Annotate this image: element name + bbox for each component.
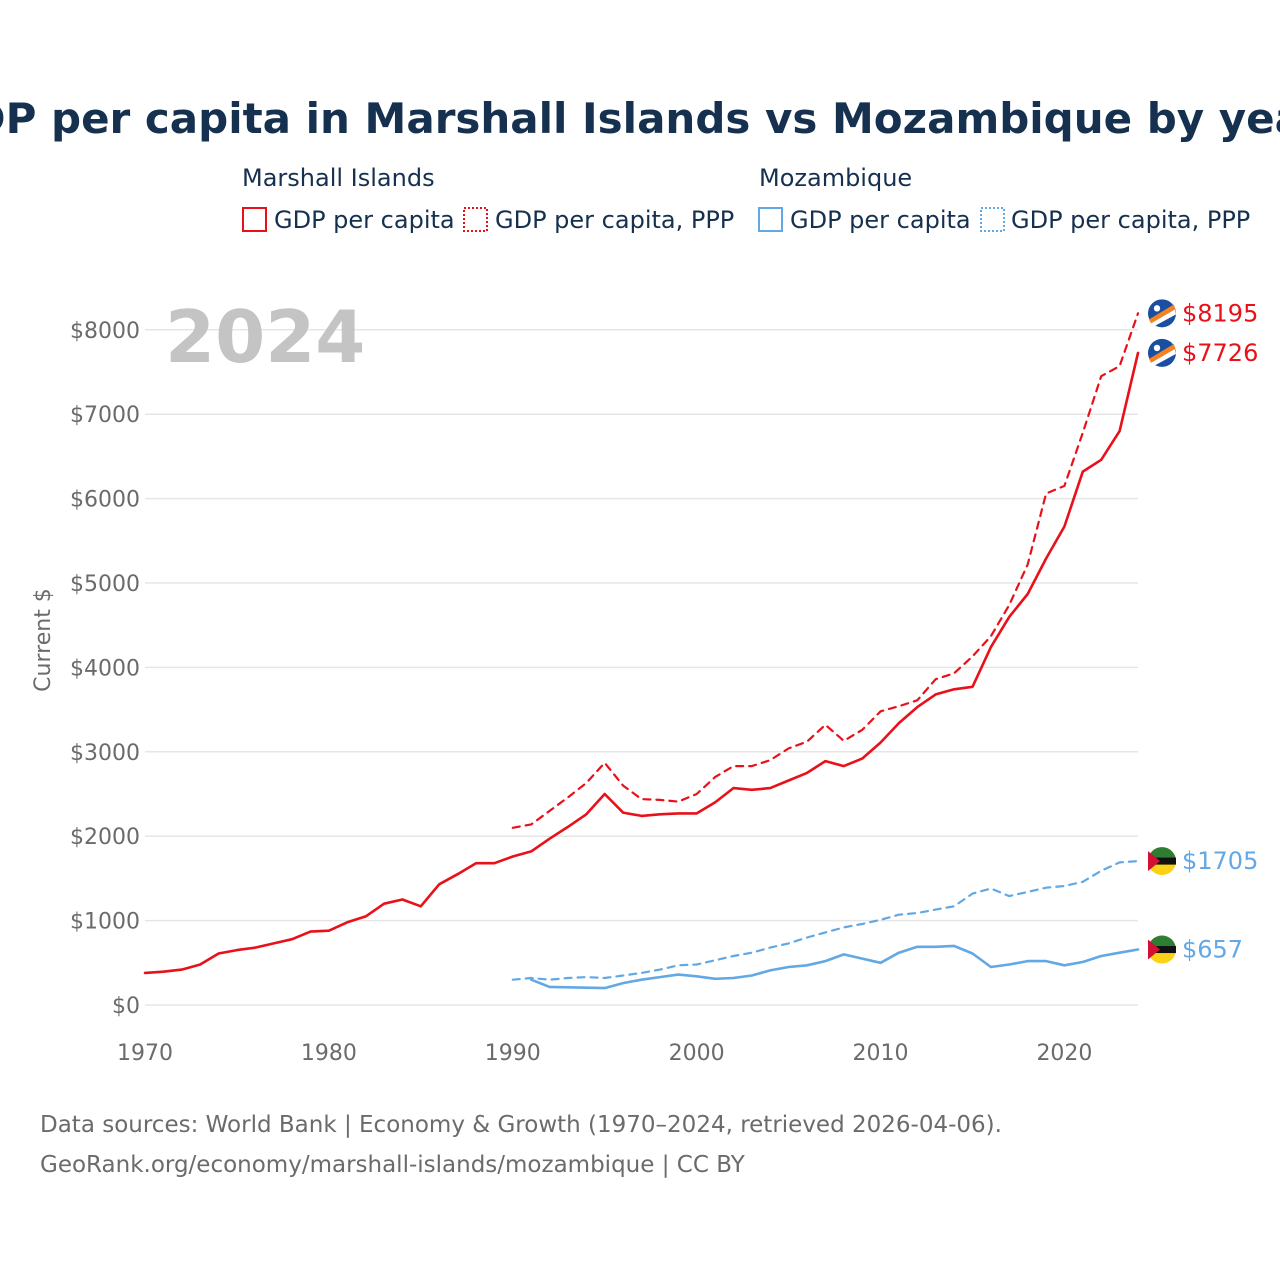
x-tick-label: 2020 xyxy=(1036,1041,1092,1066)
legend-swatch-mozambique-gdp xyxy=(758,207,783,232)
flag-band-black xyxy=(1148,946,1176,954)
y-tick-label: $5000 xyxy=(70,572,140,597)
legend-swatch-mozambique-ppp xyxy=(980,207,1005,232)
y-axis-ticks: $0 $1000 $2000 $3000 $4000 $5000 $6000 $7000 $80… xyxy=(70,319,140,1019)
legend-label-marshall-gdp: GDP per capita xyxy=(274,206,455,234)
footer-sources: Data sources: World Bank | Economy & Gro… xyxy=(40,1112,1002,1138)
series-line-mz-ppp xyxy=(511,859,1140,981)
y-tick-label: $0 xyxy=(112,994,140,1019)
flag-stripe-orange xyxy=(1149,343,1175,363)
flag-star xyxy=(1153,305,1161,312)
flag-triangle-red xyxy=(1148,851,1160,872)
legend-group-mozambique: Mozambique xyxy=(759,164,912,192)
y-tick-label: $2000 xyxy=(70,825,140,850)
x-axis-ticks: 1970 1980 1990 2000 2010 2020 xyxy=(117,1041,1092,1066)
year-watermark: 2024 xyxy=(165,295,365,379)
series-lines xyxy=(143,312,1140,990)
y-tick-label: $1000 xyxy=(70,910,140,935)
flag-band-black xyxy=(1148,857,1176,865)
end-marker-mh-gdp: $7726 xyxy=(1148,338,1258,367)
y-tick-label: $3000 xyxy=(70,741,140,766)
series-line-mh-gdp xyxy=(143,351,1140,975)
x-tick-label: 2010 xyxy=(853,1041,909,1066)
end-value-label-mz-ppp: $1705 xyxy=(1182,847,1258,875)
series-line-mz-gdp xyxy=(529,944,1140,990)
flag-triangle-red xyxy=(1148,939,1160,960)
y-tick-label: $6000 xyxy=(70,488,140,513)
end-marker-mh-ppp: $8195 xyxy=(1148,299,1258,328)
flag-star xyxy=(1153,344,1161,352)
end-marker-mz-gdp: $657 xyxy=(1148,935,1243,964)
gridlines xyxy=(145,329,1138,1006)
y-tick-label: $7000 xyxy=(70,403,140,428)
end-value-label-mh-ppp: $8195 xyxy=(1182,299,1258,327)
x-tick-label: 1990 xyxy=(485,1041,541,1066)
legend-label-marshall-ppp: GDP per capita, PPP xyxy=(495,206,734,234)
legend-swatch-marshall-ppp xyxy=(463,207,488,232)
legend-swatch-marshall-gdp xyxy=(242,207,267,232)
legend: Marshall Islands GDP per capita GDP per … xyxy=(242,164,1250,234)
legend-label-mozambique-gdp: GDP per capita xyxy=(790,206,971,234)
flag-stripe-white xyxy=(1151,348,1176,366)
end-marker-mz-ppp: $1705 xyxy=(1148,847,1258,876)
flag-stripe-white xyxy=(1151,309,1176,327)
end-value-label-mz-gdp: $657 xyxy=(1182,936,1243,964)
footer-credit: GeoRank.org/economy/marshall-islands/moz… xyxy=(40,1152,746,1178)
end-value-label-mh-gdp: $7726 xyxy=(1182,339,1258,367)
series-line-mh-ppp xyxy=(511,312,1140,829)
chart-title: GDP per capita in Marshall Islands vs Mo… xyxy=(0,94,1280,143)
x-tick-label: 1970 xyxy=(117,1041,173,1066)
y-tick-label: $8000 xyxy=(70,319,140,344)
series-end-markers: $7726 $8195 $657 $1705 xyxy=(1148,299,1258,964)
y-tick-label: $4000 xyxy=(70,656,140,681)
legend-group-marshall-islands: Marshall Islands xyxy=(242,164,435,192)
flag-stripe-orange xyxy=(1149,304,1175,324)
x-tick-label: 2000 xyxy=(669,1041,725,1066)
legend-label-mozambique-ppp: GDP per capita, PPP xyxy=(1011,206,1250,234)
y-axis-label: Current $ xyxy=(31,588,56,692)
x-tick-label: 1980 xyxy=(301,1041,357,1066)
